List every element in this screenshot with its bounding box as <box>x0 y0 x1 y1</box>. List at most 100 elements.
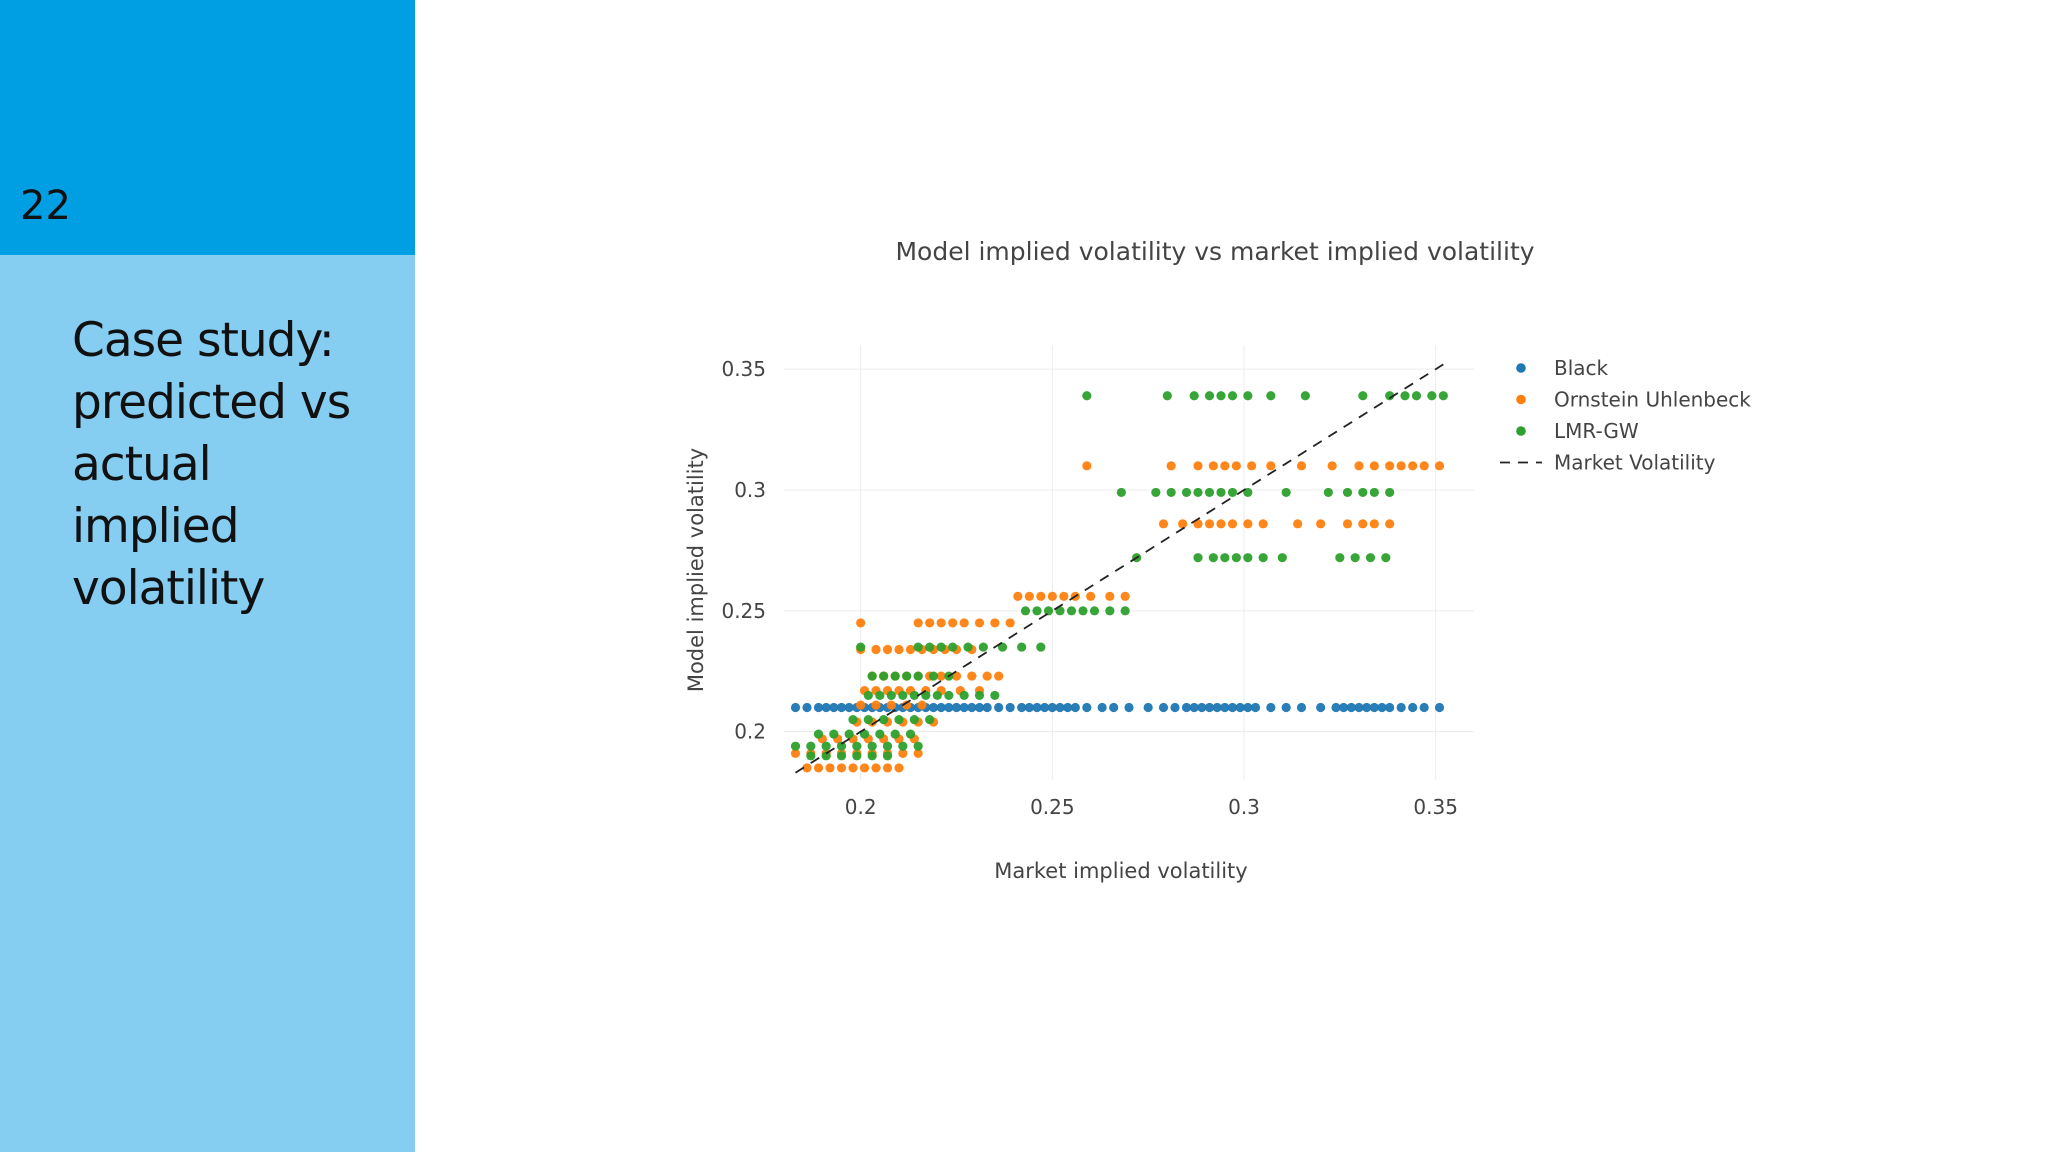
data-point-lmr-gw <box>1385 487 1395 498</box>
data-point-lmr-gw <box>1193 553 1203 563</box>
data-point-black <box>1170 702 1180 713</box>
legend-swatch-dot <box>1516 363 1526 373</box>
data-point-ornstein-uhlenbeck <box>917 700 927 710</box>
x-tick-labels: 0.2 0.25 0.3 0.35 <box>845 795 1458 819</box>
data-point-ornstein-uhlenbeck <box>1166 461 1176 471</box>
sidebar-panel: 22 Case study: predicted vs actual impli… <box>0 0 415 1152</box>
data-point-ornstein-uhlenbeck <box>1178 519 1188 529</box>
data-point-lmr-gw <box>936 642 946 652</box>
y-tick-label: 0.2 <box>734 720 766 744</box>
data-point-lmr-gw <box>1227 391 1238 401</box>
data-point-black <box>1047 702 1057 713</box>
data-point-lmr-gw <box>875 690 885 701</box>
data-point-ornstein-uhlenbeck <box>1227 519 1238 529</box>
data-point-lmr-gw <box>902 671 912 681</box>
data-point-lmr-gw <box>829 729 839 739</box>
data-point-ornstein-uhlenbeck <box>1419 461 1429 471</box>
data-point-black <box>974 702 985 713</box>
data-point-lmr-gw <box>867 671 877 681</box>
data-point-black <box>1419 702 1429 713</box>
data-point-ornstein-uhlenbeck <box>1220 461 1230 471</box>
data-point-ornstein-uhlenbeck <box>1342 519 1353 529</box>
data-point-ornstein-uhlenbeck <box>1266 461 1276 471</box>
data-point-lmr-gw <box>867 741 877 751</box>
data-point-lmr-gw <box>1300 391 1310 401</box>
data-point-ornstein-uhlenbeck <box>882 763 893 773</box>
data-point-black <box>1024 702 1034 713</box>
data-point-lmr-gw <box>1438 391 1448 401</box>
slide-title-line: predicted vs <box>72 375 351 430</box>
data-point-lmr-gw <box>1411 391 1422 401</box>
data-point-lmr-gw <box>1323 487 1333 498</box>
data-point-lmr-gw <box>806 741 816 751</box>
y-axis-label: Model implied volatility <box>684 448 708 692</box>
data-point-ornstein-uhlenbeck <box>1434 461 1445 471</box>
data-point-ornstein-uhlenbeck <box>1036 591 1046 601</box>
data-point-lmr-gw <box>1277 553 1287 563</box>
data-point-black <box>1032 702 1042 713</box>
data-point-black <box>1266 702 1276 713</box>
x-axis-label: Market implied volatility <box>994 859 1247 883</box>
data-point-black <box>1408 702 1418 713</box>
data-point-ornstein-uhlenbeck <box>859 763 870 773</box>
data-point-ornstein-uhlenbeck <box>1369 461 1379 471</box>
data-point-lmr-gw <box>932 690 942 701</box>
data-point-lmr-gw <box>1162 391 1172 401</box>
data-point-ornstein-uhlenbeck <box>1354 461 1364 471</box>
data-point-lmr-gw <box>928 671 939 681</box>
data-point-lmr-gw <box>1204 487 1215 498</box>
data-point-lmr-gw <box>1358 487 1368 498</box>
data-point-lmr-gw <box>898 690 908 701</box>
data-point-lmr-gw <box>959 690 969 701</box>
data-point-black <box>1354 702 1364 713</box>
data-point-lmr-gw <box>882 741 893 751</box>
data-point-lmr-gw <box>852 751 862 761</box>
data-point-ornstein-uhlenbeck <box>982 671 992 681</box>
x-tick-label: 0.2 <box>845 795 877 819</box>
data-point-ornstein-uhlenbeck <box>913 618 923 628</box>
data-point-ornstein-uhlenbeck <box>1293 519 1303 529</box>
data-point-lmr-gw <box>1243 487 1253 498</box>
data-point-lmr-gw <box>997 642 1008 652</box>
data-point-ornstein-uhlenbeck <box>825 763 835 773</box>
data-point-lmr-gw <box>1350 553 1360 563</box>
data-point-ornstein-uhlenbeck <box>790 748 801 759</box>
data-point-black <box>1316 702 1326 713</box>
data-point-black <box>813 702 824 713</box>
legend-label: Ornstein Uhlenbeck <box>1554 388 1751 412</box>
data-point-black <box>1109 702 1119 713</box>
sidebar-header-block: 22 <box>0 0 415 255</box>
y-tick-label: 0.35 <box>721 357 766 381</box>
data-point-lmr-gw <box>1427 391 1437 401</box>
data-point-black <box>1005 702 1015 713</box>
data-point-black <box>982 702 992 713</box>
data-point-black <box>1181 702 1192 713</box>
data-point-black <box>959 702 969 713</box>
data-point-lmr-gw <box>1208 553 1218 563</box>
slide-title-line: Case study: <box>72 313 335 368</box>
data-point-lmr-gw <box>875 729 885 739</box>
data-point-ornstein-uhlenbeck <box>1086 591 1096 601</box>
data-point-black <box>1227 702 1238 713</box>
data-point-ornstein-uhlenbeck <box>1385 461 1395 471</box>
x-tick-label: 0.3 <box>1228 795 1260 819</box>
data-point-lmr-gw <box>894 714 904 725</box>
data-point-lmr-gw <box>1358 391 1368 401</box>
data-point-lmr-gw <box>813 729 824 739</box>
data-point-black <box>1070 702 1080 713</box>
data-point-ornstein-uhlenbeck <box>925 618 935 628</box>
slide-title-line: actual <box>72 437 212 492</box>
legend-label: Black <box>1554 356 1609 380</box>
y-tick-labels: 0.2 0.25 0.3 0.35 <box>721 357 766 744</box>
data-point-ornstein-uhlenbeck <box>1296 461 1307 471</box>
data-point-lmr-gw <box>1189 391 1199 401</box>
data-point-lmr-gw <box>1036 642 1046 652</box>
data-point-lmr-gw <box>867 751 877 761</box>
reference-line-layer <box>795 363 1444 774</box>
data-point-lmr-gw <box>1193 487 1203 498</box>
data-point-lmr-gw <box>1220 553 1230 563</box>
scatter-points <box>790 391 1448 773</box>
data-point-ornstein-uhlenbeck <box>1082 461 1092 471</box>
data-point-black <box>967 702 977 713</box>
data-point-black <box>1204 702 1215 713</box>
